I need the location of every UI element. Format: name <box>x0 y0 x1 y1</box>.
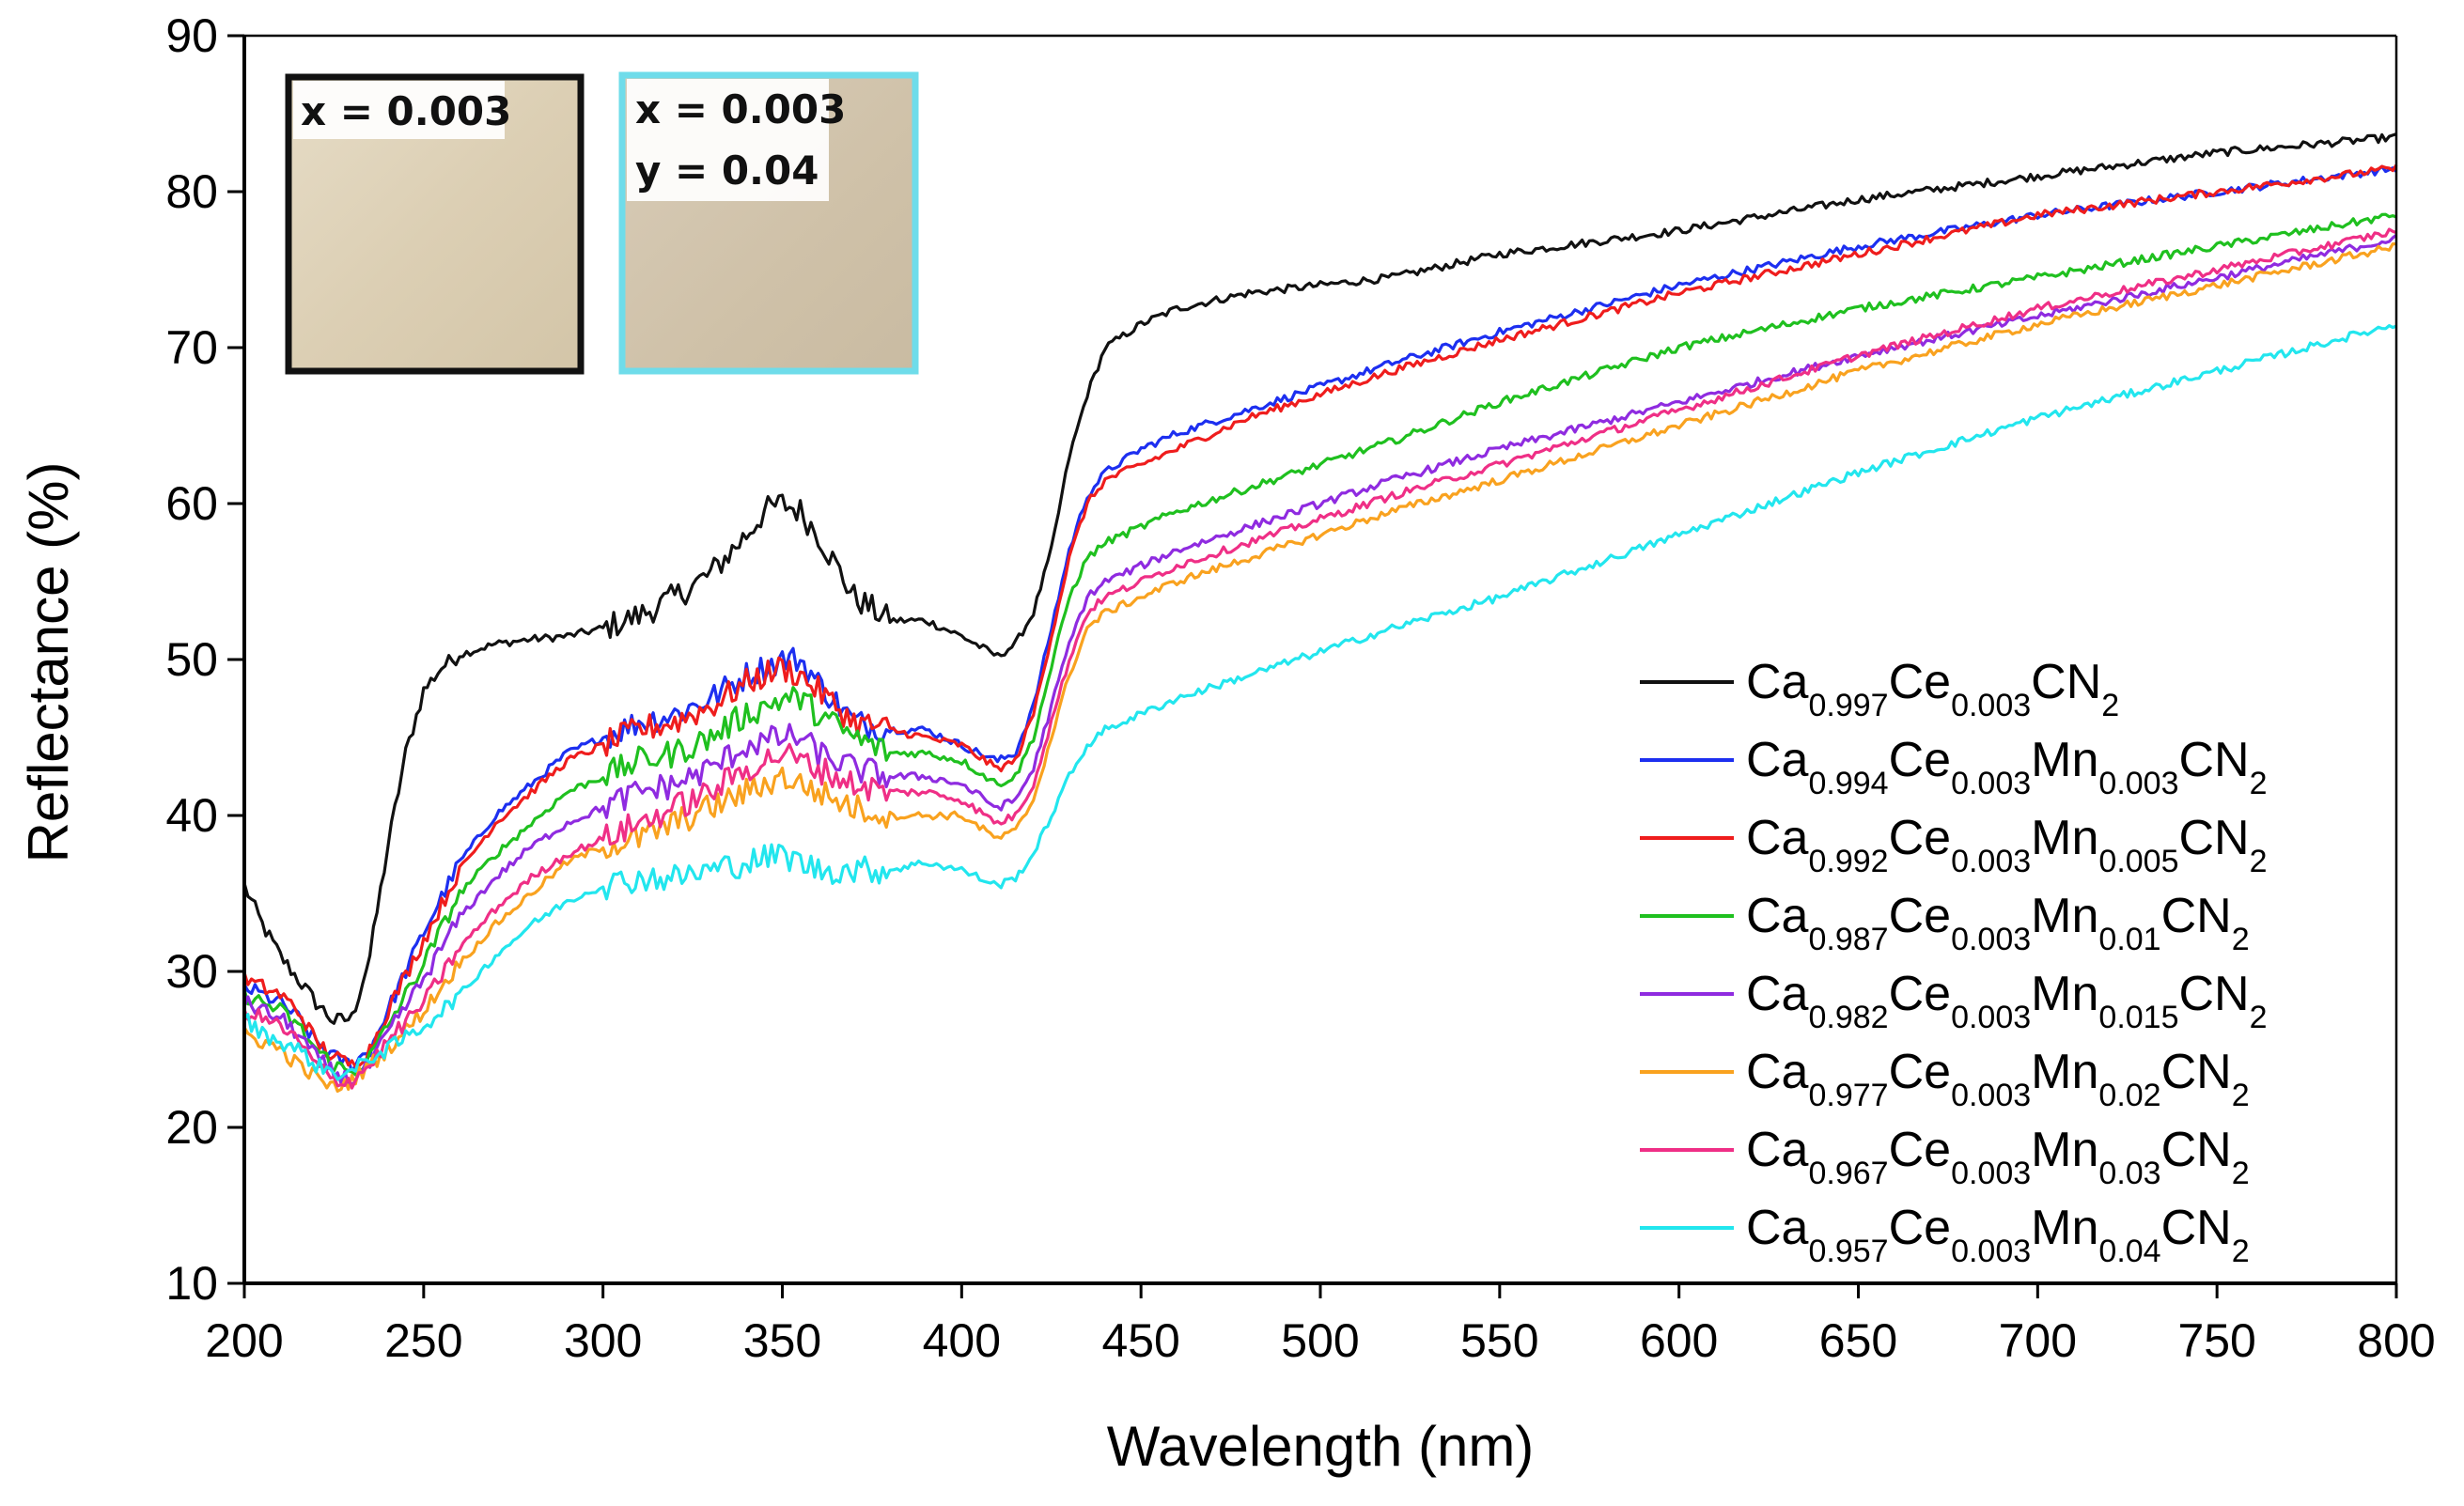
y-axis-title: Reflectance (%) <box>17 462 80 863</box>
inset-sample-xy: x = 0.003 y = 0.04 <box>618 71 919 375</box>
inset-label-box-1 <box>293 81 505 139</box>
y-tick-label: 30 <box>165 945 218 998</box>
y-tick-label: 90 <box>165 9 218 62</box>
y-ticks: 10 20 30 40 50 60 70 80 90 <box>165 9 244 1310</box>
inset-label-box-2 <box>627 79 829 201</box>
series-line-5 <box>242 234 2397 1086</box>
y-tick-label: 70 <box>165 321 218 374</box>
x-tick-label: 350 <box>743 1314 821 1367</box>
series-line-6 <box>242 242 2397 1094</box>
y-tick-label: 60 <box>165 477 218 530</box>
x-tick-label: 250 <box>384 1314 462 1367</box>
inset-2-line-2: y = 0.04 <box>635 147 819 194</box>
y-tick-label: 20 <box>165 1101 218 1154</box>
inset-sample-x: x = 0.003 <box>285 73 585 375</box>
y-tick-label: 80 <box>165 165 218 218</box>
x-tick-label: 650 <box>1819 1314 1897 1367</box>
y-tick-label: 10 <box>165 1257 218 1310</box>
series-line-7 <box>242 227 2397 1090</box>
y-tick-label: 40 <box>165 789 218 842</box>
x-tick-label: 500 <box>1281 1314 1359 1367</box>
y-tick-label: 50 <box>165 633 218 686</box>
series-line-1 <box>242 132 2397 1025</box>
x-tick-label: 700 <box>1999 1314 2077 1367</box>
series-group <box>242 132 2398 1094</box>
x-tick-label: 450 <box>1101 1314 1179 1367</box>
x-tick-label: 400 <box>923 1314 1001 1367</box>
x-tick-label: 600 <box>1640 1314 1718 1367</box>
series-line-8 <box>242 324 2397 1081</box>
x-tick-label: 300 <box>564 1314 642 1367</box>
x-tick-label: 800 <box>2357 1314 2435 1367</box>
series-line-4 <box>242 212 2397 1077</box>
x-tick-label: 200 <box>205 1314 283 1367</box>
inset-2-line-1: x = 0.003 <box>635 86 846 132</box>
x-ticks: 200 250 300 350 400 450 500 550 600 650 … <box>205 1283 2436 1367</box>
series-line-2 <box>242 164 2398 1074</box>
inset-1-line-1: x = 0.003 <box>301 88 511 134</box>
x-tick-label: 750 <box>2177 1314 2255 1367</box>
series-line-3 <box>242 163 2398 1069</box>
x-tick-label: 550 <box>1460 1314 1538 1367</box>
x-axis-title: Wavelength (nm) <box>1107 1415 1535 1478</box>
